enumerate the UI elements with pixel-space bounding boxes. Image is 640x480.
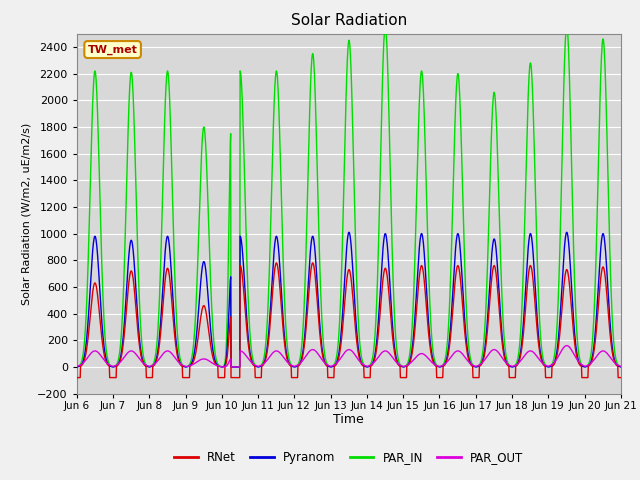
- Y-axis label: Solar Radiation (W/m2, uE/m2/s): Solar Radiation (W/m2, uE/m2/s): [22, 122, 32, 305]
- Legend: RNet, Pyranom, PAR_IN, PAR_OUT: RNet, Pyranom, PAR_IN, PAR_OUT: [169, 446, 529, 469]
- Text: TW_met: TW_met: [88, 44, 138, 55]
- Title: Solar Radiation: Solar Radiation: [291, 13, 407, 28]
- X-axis label: Time: Time: [333, 413, 364, 426]
